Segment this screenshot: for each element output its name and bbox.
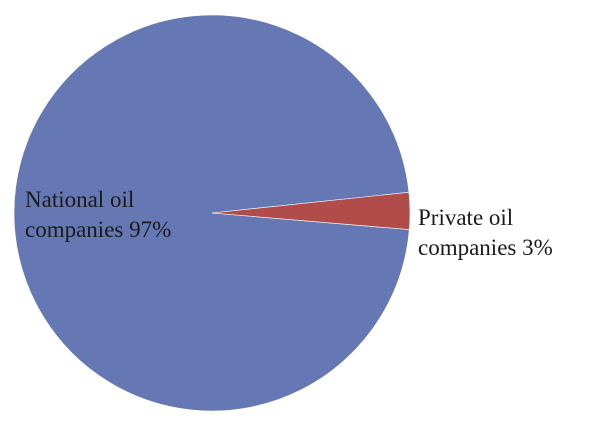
pie-slice-private [211,191,411,230]
slice-label-national-line2: companies 97% [25,217,171,242]
pie-slices [13,14,411,412]
slice-label-private-line1: Private oil [418,205,513,230]
pie-slice-national [13,14,410,412]
slice-label-national-line1: National oil [25,187,134,212]
slice-label-national: National oil companies 97% [25,187,171,242]
slice-label-private: Private oil companies 3% [418,205,553,260]
slice-label-private-line2: companies 3% [418,235,553,260]
